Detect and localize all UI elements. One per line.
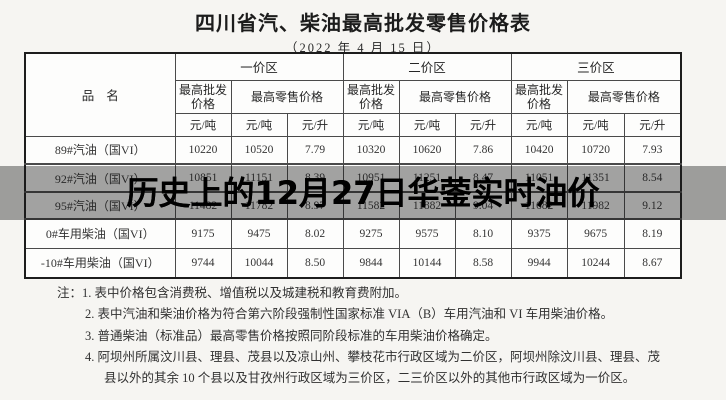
price-cell: 10244 [566,247,625,279]
price-cell: 8.47 [454,163,512,193]
price-cell: 8.54 [623,163,682,193]
unit-cell: 元/吨 [510,112,568,137]
page-title: 四川省汽、柴油最高批发零售价格表 [195,13,531,35]
price-cell: 8.02 [286,218,344,249]
banner-title: 历史上的12月27日华蓥实时油价 [126,174,600,212]
price-cell: 8.19 [623,218,682,249]
price-table: 品名 一价区 二价区 三价区 最高批发价格 最高零售价格 最高批发价格 最高零售… [24,52,683,279]
unit-cell: 元/升 [454,112,512,137]
header-product: 品名 [24,52,176,137]
price-cell: 9.12 [623,191,682,220]
unit-cell: 元/吨 [566,112,625,137]
price-cell: 7.86 [454,135,512,165]
header-zone-1: 一价区 [174,52,344,81]
row-label: -10#车用柴油（国VI） [24,247,176,279]
unit-cell: 元/吨 [398,112,456,137]
price-cell: 9944 [510,247,568,279]
price-cell: 7.79 [286,135,344,165]
header-wholesale: 最高批发价格 [174,79,232,114]
row-label: 89#汽油（国VI） [24,135,176,165]
header-retail: 最高零售价格 [230,79,344,114]
price-cell: 10851 [174,163,232,193]
price-cell: 9744 [174,247,232,279]
price-cell: 11982 [566,191,625,220]
table-row: 89#汽油（国VI） 10220 10520 7.79 10320 10620 … [24,135,682,165]
date-line: （2022 年 4 月 15 日） [285,41,441,55]
price-cell: 10720 [566,135,625,165]
price-cell: 9475 [230,218,288,249]
price-cell: 9275 [342,218,400,249]
row-label: 92#汽油（国VI） [24,163,176,193]
table-row: 0#车用柴油（国VI） 9175 9475 8.02 9275 9575 8.1… [24,218,682,249]
price-cell: 10420 [510,135,568,165]
price-cell: 11251 [398,163,456,193]
unit-cell: 元/吨 [174,112,232,137]
price-cell: 9844 [342,247,400,279]
price-cell: 8.50 [286,247,344,279]
table-row: 92#汽油（国VI） 10851 11151 8.39 10951 11251 … [24,163,682,193]
price-cell: 9675 [566,218,625,249]
header-wholesale: 最高批发价格 [342,79,400,114]
note-item: 3. 普通柴油（标准品）最高零售价格按照同阶段标准的车用柴油价格确定。 [85,328,498,343]
price-cell: 11351 [566,163,625,193]
price-cell: 11582 [342,191,400,220]
caption-overlay-banner: 历史上的12月27日华蓥实时油价 [0,166,726,220]
row-label: 95#汽油（国VI） [24,191,176,220]
price-cell: 10320 [342,135,400,165]
header-zone-3: 三价区 [510,52,682,81]
price-cell: 11782 [230,191,288,220]
price-cell: 9575 [398,218,456,249]
price-cell: 8.67 [623,247,682,279]
header-wholesale: 最高批发价格 [510,79,568,114]
unit-cell: 元/升 [623,112,682,137]
table-row: 95#汽油（国VI） 11482 11782 8.97 11582 11882 … [24,191,682,220]
note-item: 注：1. 表中价格包含消费税、增值税以及城建税和教育费附加。 [57,286,408,300]
row-label: 0#车用柴油（国VI） [24,218,176,249]
price-cell: 8.39 [286,163,344,193]
unit-cell: 元/吨 [230,112,288,137]
price-cell: 10951 [342,163,400,193]
table-row: -10#车用柴油（国VI） 9744 10044 8.50 9844 10144… [24,247,682,279]
price-cell: 9375 [510,218,568,249]
price-cell: 8.97 [286,191,344,220]
footnotes: 注：1. 表中价格包含消费税、增值税以及城建税和教育费附加。 2. 表中汽油和柴… [57,283,671,389]
price-cell: 7.93 [623,135,682,165]
price-cell: 10144 [398,247,456,279]
price-cell: 11482 [174,191,232,220]
price-cell: 10220 [174,135,232,165]
unit-cell: 元/吨 [342,112,400,137]
price-cell: 8.10 [454,218,512,249]
price-cell: 8.58 [454,247,512,279]
price-cell: 11051 [510,163,568,193]
header-retail: 最高零售价格 [398,79,512,114]
price-cell: 10620 [398,135,456,165]
price-cell: 11882 [398,191,456,220]
unit-cell: 元/升 [286,112,344,137]
note-item: 4. 阿坝州所属汶川县、理县、茂县以及凉山州、攀枝花市行政区域为二价区，阿坝州除… [85,349,661,386]
note-item: 2. 表中汽油和柴油价格为符合第六阶段强制性国家标准 VIA（B）车用汽油和 V… [85,307,614,322]
header-retail: 最高零售价格 [566,79,682,114]
price-cell: 10520 [230,135,288,165]
header-zone-2: 二价区 [342,52,512,81]
price-cell: 10044 [230,247,288,279]
price-cell: 9175 [174,218,232,249]
price-cell: 9.04 [454,191,512,220]
